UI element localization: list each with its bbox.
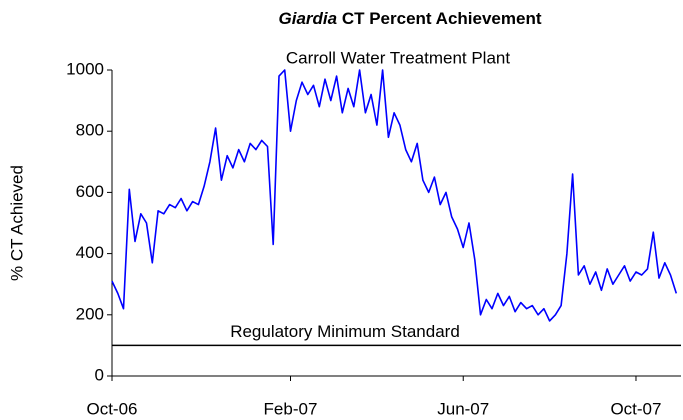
x-tick-label: Feb-07	[264, 399, 318, 418]
y-tick-label: 0	[95, 365, 104, 384]
x-tick-label: Jun-07	[437, 399, 489, 418]
x-tick-label: Oct-06	[86, 399, 137, 418]
y-tick-label: 1000	[66, 59, 104, 78]
y-tick-label: 400	[76, 243, 104, 262]
x-tick-label: Oct-07	[610, 399, 661, 418]
y-axis-label: % CT Achieved	[7, 165, 26, 281]
y-tick-label: 200	[76, 304, 104, 323]
chart-title: Giardia CT Percent Achievement	[279, 9, 542, 28]
reference-label: Regulatory Minimum Standard	[230, 322, 460, 341]
data-line	[111, 69, 678, 322]
chart-subtitle: Carroll Water Treatment Plant	[286, 48, 510, 67]
title-italic: Giardia	[279, 9, 338, 28]
y-tick-label: 800	[76, 121, 104, 140]
y-tick-label: 600	[76, 182, 104, 201]
title-text: CT Percent Achievement	[342, 9, 542, 28]
